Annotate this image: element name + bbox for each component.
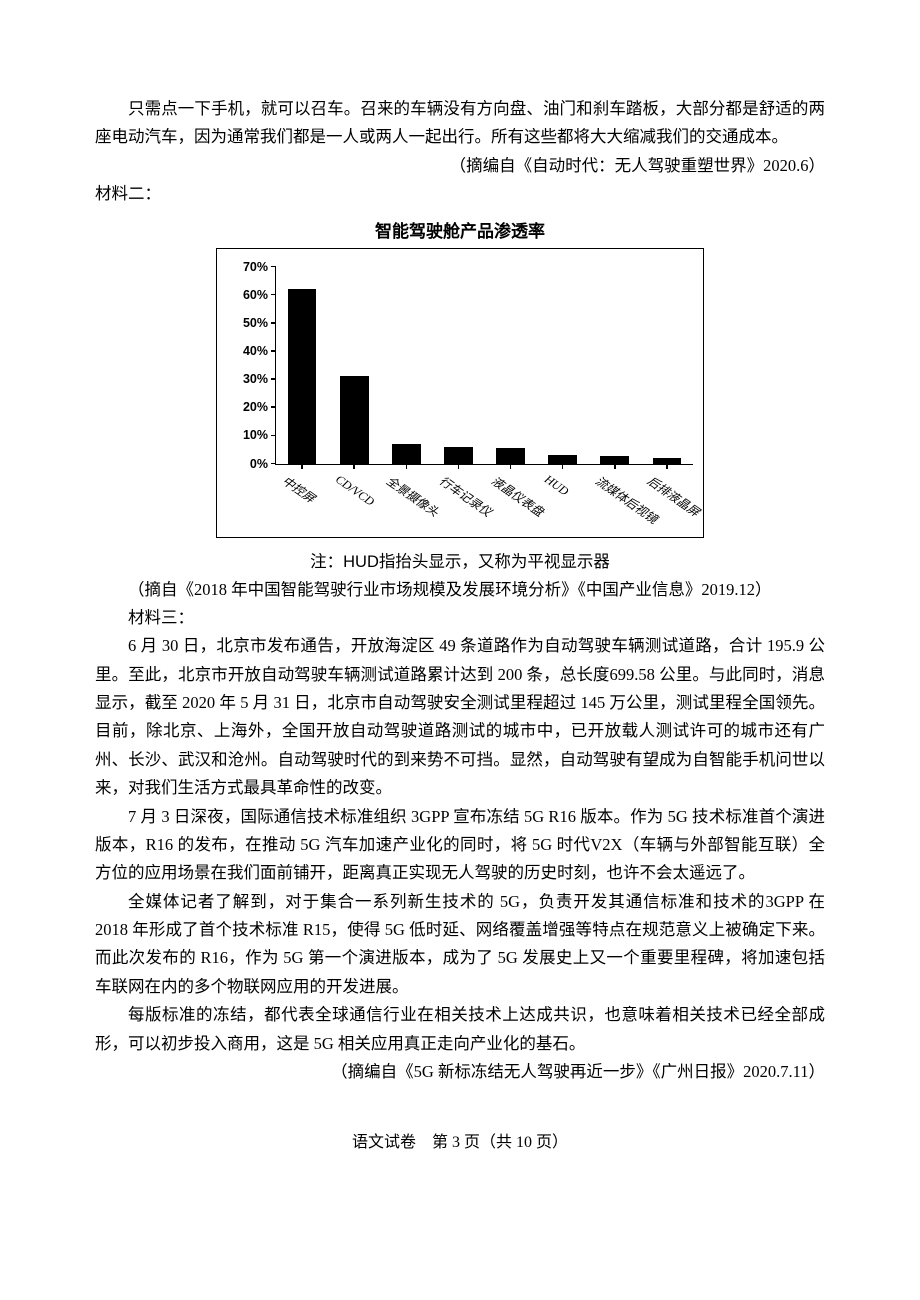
intro-paragraph: 只需点一下手机，就可以召车。召来的车辆没有方向盘、油门和刹车踏板，大部分都是舒适… bbox=[95, 95, 825, 152]
chart-bar bbox=[548, 455, 577, 463]
chart-container: 0% 10% 20% 30% 40% 50% 60% 70% 中控屏 CD/VCD全景摄像头行车记… bbox=[216, 248, 704, 538]
y-tick-label: 20% bbox=[228, 400, 268, 414]
x-tick-label: CD/VCD bbox=[333, 472, 378, 510]
x-tick-label: 液晶仪表盘 bbox=[488, 472, 547, 520]
m3-paragraph-3: 全媒体记者了解到，对于集合一系列新生技术的 5G，负责开发其通信标准和技术的3G… bbox=[95, 888, 825, 1002]
y-tick-label: 0% bbox=[228, 457, 268, 471]
y-tick-label: 30% bbox=[228, 372, 268, 386]
material-3-source: （摘编自《5G 新标冻结无人驾驶再近一步》《广州日报》2020.7.11） bbox=[95, 1058, 825, 1086]
chart-plot-area: 0%10%20%30%40%50%60%70%中控屏CD/VCD全景摄像头行车记… bbox=[275, 267, 693, 465]
x-tick-label: 中控屏 bbox=[279, 472, 318, 507]
chart-title: 智能驾驶舱产品渗透率 bbox=[95, 217, 825, 242]
chart-box: 0% 10% 20% 30% 40% 50% 60% 70% 中控屏 CD/VCD全景摄像头行车记… bbox=[216, 248, 704, 538]
m3-paragraph-2: 7 月 3 日深夜，国际通信技术标准组织 3GPP 宣布冻结 5G R16 版本… bbox=[95, 803, 825, 888]
chart-note: 注：HUD指抬头显示，又称为平视显示器 bbox=[95, 548, 825, 572]
x-tick-mark bbox=[614, 464, 616, 469]
material-2-label: 材料二： bbox=[95, 180, 825, 208]
m3-paragraph-1: 6 月 30 日，北京市发布通告，开放海淀区 49 条道路作为自动驾驶车辆测试道… bbox=[95, 632, 825, 802]
x-tick-label: 全景摄像头 bbox=[384, 472, 443, 520]
y-tick-label: 60% bbox=[228, 288, 268, 302]
chart-bar bbox=[340, 376, 369, 463]
y-tick-mark bbox=[271, 378, 276, 380]
x-tick-label: HUD bbox=[541, 472, 571, 499]
y-tick-label: 70% bbox=[228, 260, 268, 274]
y-tick-mark bbox=[271, 294, 276, 296]
material-3-label: 材料三： bbox=[95, 604, 825, 632]
y-tick-label: 10% bbox=[228, 428, 268, 442]
x-tick-mark bbox=[301, 464, 303, 469]
x-tick-mark bbox=[666, 464, 668, 469]
y-tick-mark bbox=[271, 266, 276, 268]
x-tick-mark bbox=[562, 464, 564, 469]
x-tick-mark bbox=[406, 464, 408, 469]
y-tick-mark bbox=[271, 322, 276, 324]
x-tick-mark bbox=[510, 464, 512, 469]
page-footer: 语文试卷 第 3 页（共 10 页） bbox=[95, 1128, 825, 1152]
y-tick-mark bbox=[271, 463, 276, 465]
y-tick-mark bbox=[271, 406, 276, 408]
y-tick-label: 40% bbox=[228, 344, 268, 358]
y-tick-label: 50% bbox=[228, 316, 268, 330]
y-tick-mark bbox=[271, 350, 276, 352]
y-tick-mark bbox=[271, 435, 276, 437]
page-root: 只需点一下手机，就可以召车。召来的车辆没有方向盘、油门和刹车踏板，大部分都是舒适… bbox=[0, 0, 920, 1212]
chart-bar bbox=[392, 444, 421, 464]
m3-paragraph-4: 每版标准的冻结，都代表全球通信行业在相关技术上达成共识，也意味着相关技术已经全部… bbox=[95, 1001, 825, 1058]
x-tick-mark bbox=[458, 464, 460, 469]
chart-bar bbox=[600, 456, 629, 463]
material-2-source: （摘自《2018 年中国智能驾驶行业市场规模及发展环境分析》《中国产业信息》20… bbox=[95, 576, 825, 604]
chart-bar bbox=[496, 448, 525, 463]
intro-source: （摘编自《自动时代：无人驾驶重塑世界》2020.6） bbox=[95, 152, 825, 180]
chart-bar bbox=[444, 447, 473, 464]
x-tick-label: 行车记录仪 bbox=[436, 472, 495, 520]
chart-bar bbox=[288, 289, 317, 463]
x-tick-mark bbox=[353, 464, 355, 469]
